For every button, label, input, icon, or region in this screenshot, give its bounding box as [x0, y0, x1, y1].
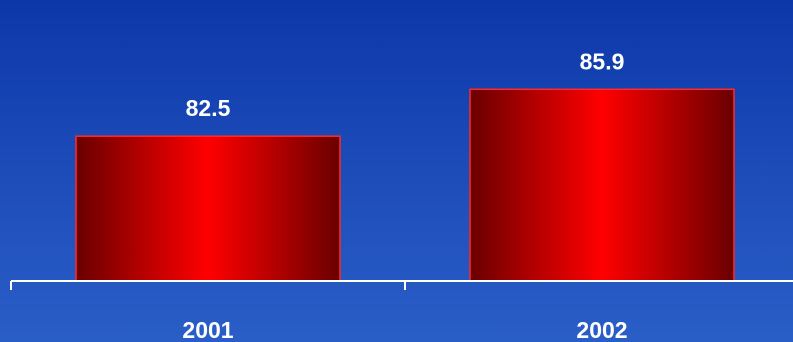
x-axis: [10, 280, 793, 290]
data-label-2002: 85.9: [580, 48, 625, 74]
x-tick-label-2001: 2001: [182, 317, 233, 342]
bar-2001: [75, 135, 341, 282]
x-tick-label-2002: 2002: [576, 317, 627, 342]
labels-group: 82.5 2001 85.9 2002: [182, 48, 627, 342]
bars-group: [75, 88, 735, 282]
bar-2002: [469, 88, 735, 282]
data-label-2001: 82.5: [186, 95, 231, 121]
